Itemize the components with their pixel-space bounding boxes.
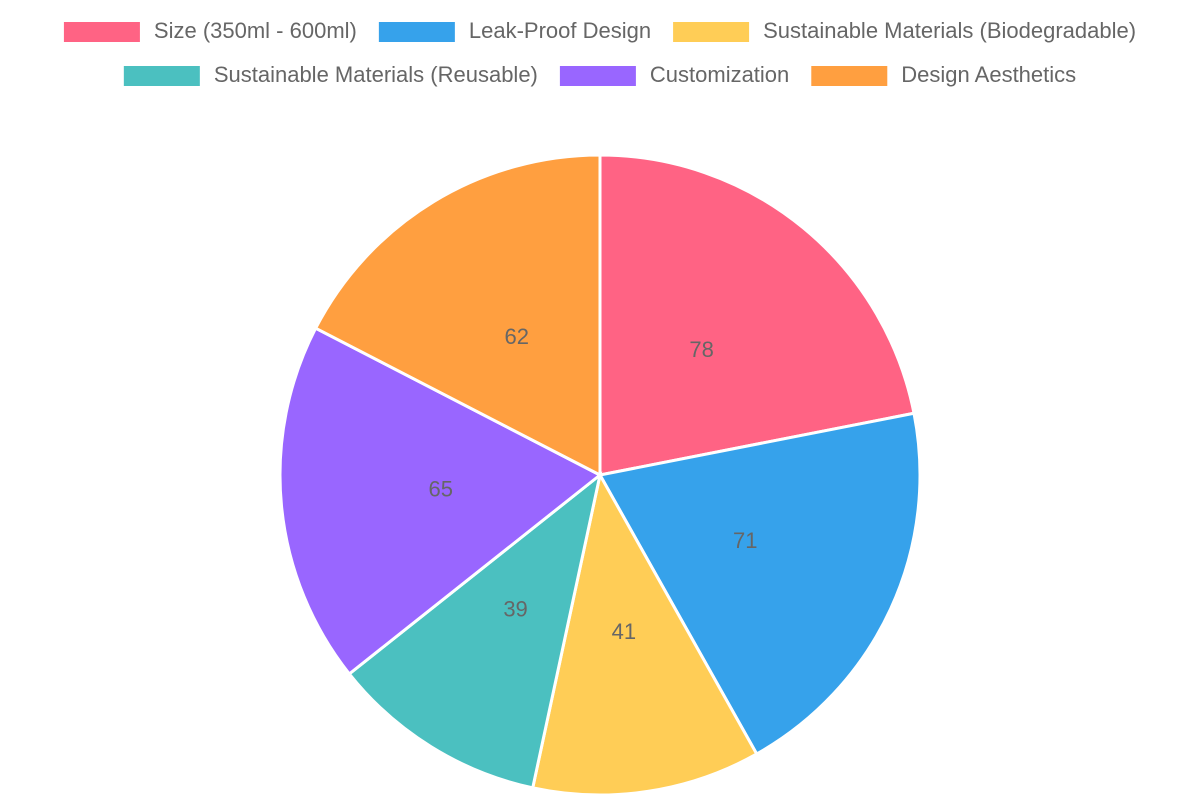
pie-slice [278,326,603,676]
legend-swatch [378,22,455,42]
legend-label: Customization [650,62,789,87]
legend-item: Leak-Proof Design [378,18,651,43]
legend-label: Design Aesthetics [901,62,1076,87]
value-label: 41 [612,619,636,644]
pie-slice [598,153,916,477]
legend-item: Design Aesthetics [811,62,1076,87]
legend-label: Sustainable Materials (Biodegradable) [763,18,1136,43]
value-label: 78 [689,337,713,362]
pie-slice [347,471,603,790]
legend-swatch [123,66,200,86]
legend-label: Sustainable Materials (Reusable) [214,62,538,87]
legend-item: Sustainable Materials (Biodegradable) [673,18,1136,43]
legend-swatch [559,66,636,86]
value-label: 62 [505,324,529,349]
value-label: 65 [429,476,453,501]
legend-swatch [811,66,888,86]
legend-item: Sustainable Materials (Reusable) [123,62,538,87]
legend-label: Size (350ml - 600ml) [154,18,357,43]
pie-slice [313,153,602,478]
value-label: 39 [503,597,527,622]
pie-slice [530,470,759,797]
legend-item: Customization [559,62,789,87]
legend-swatch [673,22,750,42]
legend-item: Size (350ml - 600ml) [63,18,357,43]
legend-label: Leak-Proof Design [469,18,651,43]
value-label: 71 [733,528,757,553]
pie-slice [597,411,922,757]
legend-swatch [63,22,140,42]
